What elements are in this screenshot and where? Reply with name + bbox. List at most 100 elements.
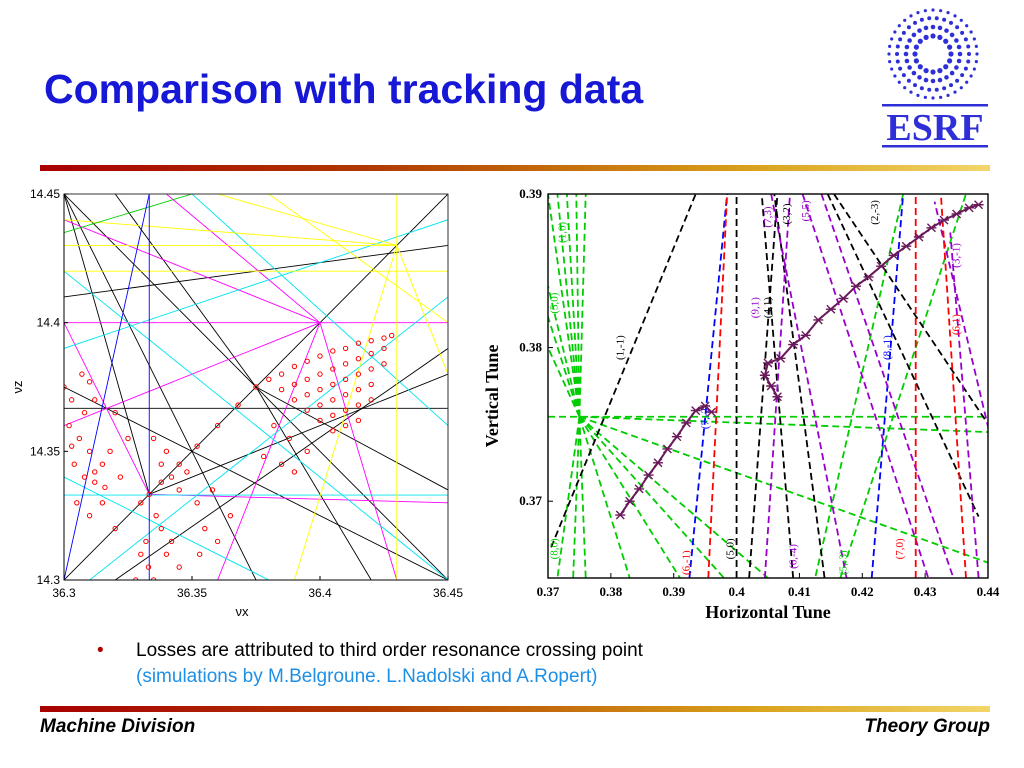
tracking-point: [176, 564, 182, 570]
x-axis-label: νx: [236, 604, 250, 619]
tracking-marker: [913, 232, 924, 242]
resonance-line: [707, 194, 729, 578]
tracking-point: [304, 376, 310, 382]
tracking-point: [342, 392, 349, 398]
tracking-point: [163, 551, 170, 557]
resonance-label: (3,2): [781, 203, 793, 224]
resonance-label: (5,0): [548, 292, 560, 313]
tracking-point: [79, 371, 85, 377]
tracking-marker: [800, 330, 811, 340]
tracking-point: [64, 384, 67, 390]
tracking-point: [368, 381, 374, 388]
tracking-point: [158, 461, 164, 467]
plot-frame: [547, 193, 989, 579]
tracking-point: [381, 361, 387, 367]
tracking-point: [86, 448, 93, 455]
tracking-point: [355, 386, 362, 393]
resonance-line: [548, 285, 581, 417]
resonance-label: (5,0): [724, 538, 736, 559]
tracking-point: [227, 512, 234, 519]
tracking-marker: [772, 392, 783, 402]
header-divider: [40, 165, 990, 171]
tracking-point: [355, 340, 362, 346]
resonance-label: (2,-3): [869, 200, 881, 225]
x-tick-label: 36.4: [308, 586, 332, 600]
x-tick-label: 0.43: [914, 584, 937, 599]
tracking-marker: [876, 261, 887, 271]
x-axis-label: Horizontal Tune: [705, 602, 831, 622]
tracking-point: [143, 538, 149, 545]
resonance-line: [770, 194, 848, 578]
tracking-point: [138, 500, 144, 506]
y-tick-label: 14.35: [30, 444, 60, 458]
y-tick-label: 0.38: [519, 340, 542, 355]
resonance-line: [149, 373, 448, 495]
tracking-marker: [863, 272, 874, 282]
tracking-point: [68, 443, 75, 449]
tracking-point: [381, 345, 387, 352]
resonance-label: (7,3): [762, 206, 774, 227]
resonance-line: [801, 194, 930, 578]
resonance-line: [149, 493, 448, 504]
resonance-line: [578, 416, 769, 578]
tracking-point: [368, 337, 374, 344]
tracking-point: [112, 525, 118, 532]
resonance-line: [575, 194, 581, 417]
resonance-line: [166, 194, 321, 324]
resonance-label: (5,5): [800, 200, 812, 221]
tracking-marker: [653, 458, 663, 468]
resonance-line: [396, 245, 448, 375]
tracking-point: [99, 500, 106, 506]
resonance-line: [217, 194, 397, 246]
resonance-line: [833, 194, 988, 426]
tracking-point: [102, 484, 108, 491]
tracking-point: [145, 564, 152, 570]
resonance-line: [64, 219, 397, 246]
x-tick-label: 0.41: [788, 584, 811, 599]
tracking-point: [330, 412, 336, 419]
tracking-point: [330, 348, 336, 354]
resonance-line: [556, 416, 581, 578]
tracking-point: [253, 384, 259, 390]
tracking-point: [278, 461, 285, 467]
tracking-point: [317, 371, 323, 377]
tracking-point: [76, 435, 83, 442]
y-axis-label: Vertical Tune: [482, 345, 502, 448]
x-tick-label: 36.35: [177, 586, 207, 600]
resonance-line: [572, 416, 581, 578]
tracking-point: [342, 422, 349, 429]
tracking-points: [64, 332, 395, 580]
tracking-point: [330, 428, 336, 434]
x-tick-label: 0.4: [728, 584, 745, 599]
tracking-point: [271, 422, 277, 429]
tracking-point: [92, 397, 98, 403]
tracking-point: [291, 397, 298, 403]
tracking-point: [355, 417, 362, 424]
tracking-marker: [634, 484, 645, 494]
simulation-credit: (simulations by M.Belgroune. L.Nadolski …: [136, 666, 598, 687]
tracking-point: [74, 500, 80, 506]
tracking-markers: [615, 200, 984, 520]
tracking-point: [291, 469, 298, 475]
tracking-marker: [825, 304, 836, 314]
resonance-line: [319, 322, 398, 580]
tracking-point: [355, 355, 362, 362]
resonance-line: [565, 194, 581, 417]
tracking-point: [158, 479, 164, 485]
y-axis-label: νz: [10, 381, 25, 394]
tracking-point: [196, 551, 203, 557]
tracking-point: [304, 392, 310, 398]
y-tick-label: 14.3: [37, 573, 61, 587]
tracking-point: [260, 453, 267, 460]
tracking-point: [317, 353, 323, 359]
resonance-line: [548, 194, 581, 417]
tracking-point: [317, 402, 323, 408]
tracking-point: [92, 469, 98, 475]
resonance-label: (8,0): [548, 538, 560, 559]
resonance-lines: [64, 194, 448, 580]
tracking-point: [330, 381, 336, 388]
resonance-line: [255, 386, 372, 580]
tracking-point: [176, 487, 182, 493]
tracking-marker: [838, 293, 849, 303]
x-tick-label: 0.37: [537, 584, 560, 599]
